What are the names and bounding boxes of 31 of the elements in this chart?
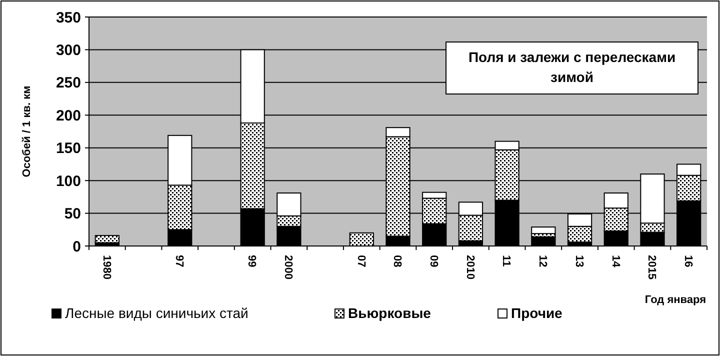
y-tick-label: 250	[56, 74, 81, 92]
x-tick-label: 1980	[100, 255, 112, 280]
x-axis-title: Год января	[644, 294, 706, 306]
y-tick-label: 0	[72, 238, 81, 256]
y-tick-label: 100	[56, 172, 81, 190]
legend-label: Вьюрковые	[348, 305, 432, 321]
x-tick-label: 09	[428, 255, 440, 268]
x-tick-label: 16	[682, 255, 694, 268]
x-tick-label: 08	[391, 255, 404, 268]
y-tick-label: 300	[56, 42, 81, 59]
bar	[531, 226, 556, 234]
bar	[94, 235, 120, 244]
x-tick-label: 13	[572, 255, 585, 268]
x-tick-label: 2010	[464, 255, 476, 280]
x-tick-label: 12	[536, 255, 549, 268]
bar	[349, 232, 374, 246]
x-tick-label: 99	[246, 255, 258, 268]
legend-label: Прочие	[511, 305, 563, 321]
y-tick-label: 150	[56, 140, 81, 158]
y-tick-label: 50	[64, 206, 81, 223]
x-tick-label: 2015	[646, 255, 658, 280]
legend-label: Лесные виды синичьих стай	[65, 305, 248, 321]
x-tick-label: 11	[500, 255, 512, 267]
x-tick-label: 07	[354, 255, 367, 268]
title-box: Поля и залежи с перелесками зимой	[446, 42, 698, 94]
x-tick-label: 97	[173, 255, 186, 268]
y-tick-label: 200	[56, 107, 81, 124]
x-tick-label: 2000	[282, 255, 294, 280]
y-tick-label: 350	[56, 9, 81, 26]
x-tick-label: 14	[609, 255, 622, 268]
y-axis-title: Особей / 1 кв. км	[21, 86, 33, 178]
